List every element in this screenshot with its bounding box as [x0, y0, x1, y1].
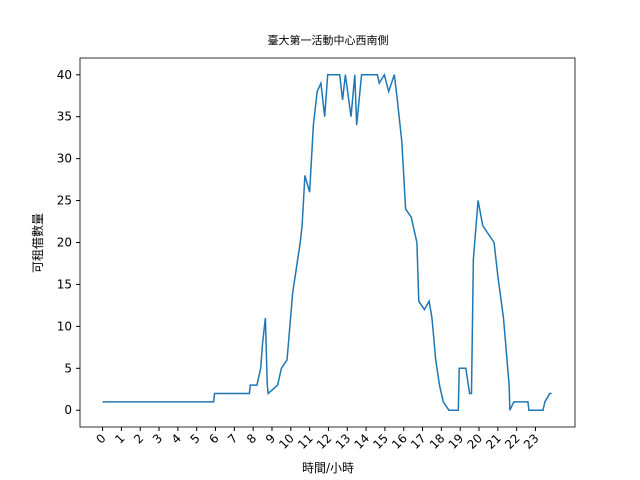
y-tick-label: 20 — [57, 236, 72, 250]
x-tick-label: 3 — [150, 431, 165, 446]
x-tick-label: 11 — [295, 431, 316, 452]
data-line — [102, 72, 552, 411]
y-tick-label: 0 — [64, 403, 72, 417]
y-axis-label: 可租借數量 — [31, 213, 45, 273]
x-axis-label: 時間/小時 — [302, 461, 354, 475]
y-tick-label: 40 — [57, 68, 72, 82]
x-tick-label: 14 — [352, 431, 373, 452]
y-tick-label: 10 — [57, 319, 72, 333]
x-tick-label: 13 — [333, 431, 354, 452]
x-tick-label: 4 — [169, 431, 184, 446]
x-tick-label: 18 — [427, 431, 448, 452]
x-tick-label: 23 — [521, 431, 542, 452]
x-tick-label: 15 — [370, 431, 391, 452]
x-tick-label: 2 — [131, 431, 146, 446]
x-tick-label: 17 — [408, 431, 429, 452]
x-tick-label: 5 — [188, 431, 203, 446]
x-tick-label: 20 — [464, 431, 485, 452]
x-tick-label: 9 — [263, 431, 278, 446]
x-tick-label: 10 — [276, 431, 297, 452]
x-tick-label: 1 — [112, 431, 127, 446]
plot-frame — [79, 57, 576, 428]
x-tick-label: 21 — [483, 431, 504, 452]
x-tick-label: 12 — [314, 431, 335, 452]
y-tick-label: 15 — [57, 277, 72, 291]
y-tick-label: 35 — [57, 110, 72, 124]
x-tick-label: 6 — [206, 431, 221, 446]
y-tick-label: 30 — [57, 152, 72, 166]
x-tick-label: 19 — [446, 431, 467, 452]
chart-title: 臺大第一活動中心西南側 — [268, 33, 389, 47]
x-tick-label: 22 — [502, 431, 523, 452]
x-tick-label: 16 — [389, 431, 410, 452]
x-tick-label: 7 — [225, 431, 240, 446]
y-tick-label: 5 — [64, 361, 72, 375]
x-tick-label: 0 — [93, 431, 108, 446]
y-tick-label: 25 — [57, 194, 72, 208]
x-tick-label: 8 — [244, 431, 259, 446]
